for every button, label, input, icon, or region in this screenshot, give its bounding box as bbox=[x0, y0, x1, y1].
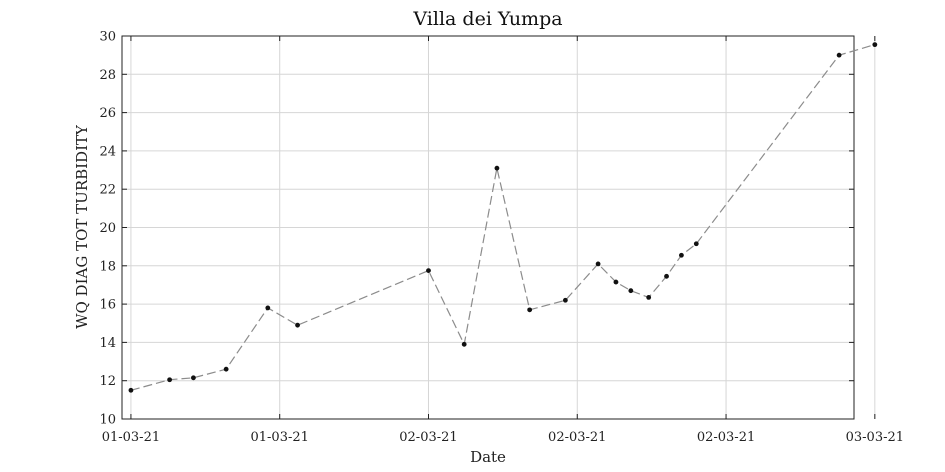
chart-title: Villa dei Yumpa bbox=[412, 8, 562, 30]
axis-ticks: 10 12 14 16 18 20 22 24 26 28 30 01-03-21 01-03-21 02… bbox=[99, 30, 904, 446]
y-tick-label: 28 bbox=[99, 68, 116, 83]
data-point bbox=[494, 165, 500, 171]
data-point bbox=[223, 366, 229, 372]
y-tick-label: 26 bbox=[99, 106, 116, 121]
y-axis-label: WQ DIAG TOT TURBIDITY bbox=[73, 124, 91, 329]
data-point bbox=[836, 52, 842, 58]
data-point bbox=[646, 294, 652, 300]
data-point bbox=[628, 288, 634, 294]
data-point bbox=[679, 252, 684, 258]
x-tick-label: 02-03-21 bbox=[548, 430, 606, 445]
data-point bbox=[595, 261, 601, 267]
data-point bbox=[295, 322, 300, 328]
x-tick-label: 01-03-21 bbox=[250, 430, 308, 445]
data-point bbox=[664, 273, 669, 279]
x-tick-label: 01-03-21 bbox=[102, 430, 160, 445]
data-point bbox=[265, 305, 271, 311]
series-group bbox=[128, 42, 878, 393]
y-tick-label: 20 bbox=[99, 221, 116, 236]
data-point bbox=[191, 375, 196, 381]
y-tick-label: 14 bbox=[99, 336, 116, 351]
x-axis-label: Date bbox=[470, 448, 506, 466]
y-tick-label: 16 bbox=[99, 298, 116, 313]
x-tick-label: 02-03-21 bbox=[399, 430, 457, 445]
y-tick-label: 18 bbox=[99, 259, 116, 274]
y-tick-label: 10 bbox=[99, 413, 116, 428]
data-point bbox=[461, 341, 467, 347]
series-line bbox=[130, 44, 875, 391]
x-tick-label: 03-03-21 bbox=[846, 430, 904, 445]
data-point bbox=[613, 279, 619, 285]
data-point bbox=[128, 387, 134, 393]
y-tick-label: 12 bbox=[99, 374, 116, 389]
data-point bbox=[693, 241, 699, 247]
data-point bbox=[562, 297, 568, 303]
data-point bbox=[167, 377, 173, 383]
gridlines bbox=[122, 35, 876, 420]
data-point bbox=[527, 307, 533, 313]
data-point bbox=[426, 268, 431, 273]
y-tick-label: 24 bbox=[99, 144, 116, 159]
y-tick-label: 22 bbox=[99, 183, 116, 198]
x-tick-label: 02-03-21 bbox=[697, 430, 755, 445]
y-tick-label: 30 bbox=[99, 30, 116, 45]
data-point bbox=[872, 42, 878, 48]
